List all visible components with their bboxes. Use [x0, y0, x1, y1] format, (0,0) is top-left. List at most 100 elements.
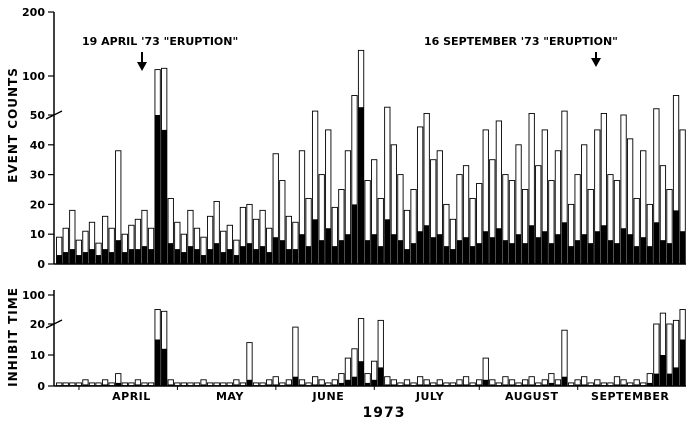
inhibit-time-black-bar: [522, 384, 528, 386]
event-counts-black-bar: [135, 249, 141, 264]
inhibit-time-black-bar: [647, 382, 653, 386]
event-counts-ticks: 0 10 20 30 40 50 100 200: [22, 6, 63, 271]
event-counts-black-bar: [378, 246, 384, 264]
event-counts-black-bar: [666, 243, 673, 264]
inhibit-time-black-bar: [227, 385, 233, 386]
event-counts-black-bar: [581, 234, 587, 264]
event-counts-black-bar: [194, 249, 200, 264]
inhibit-time-axis-break: [45, 319, 63, 329]
event-counts-black-bar: [168, 243, 174, 264]
september-eruption-annotation: 16 SEPTEMBER '73 "ERUPTION": [424, 35, 618, 67]
event-counts-black-bar: [207, 249, 213, 264]
inhibit-time-black-bar: [95, 385, 102, 386]
event-counts-black-bar: [76, 255, 82, 264]
event-counts-black-bar: [620, 228, 627, 264]
inhibit-time-black-bar: [555, 384, 561, 386]
inhibit-time-black-bar: [391, 384, 397, 386]
inhibit-time-black-bar: [666, 373, 673, 386]
event-counts-black-bar: [391, 234, 397, 264]
event-counts-black-bar: [679, 231, 686, 264]
event-counts-black-bar: [476, 243, 482, 264]
event-counts-black-bar: [614, 243, 620, 264]
event-counts-black-bar: [509, 243, 515, 264]
event-counts-black-bar: [56, 255, 62, 264]
inhibit-time-black-bar: [410, 385, 417, 386]
event-counts-y-tick-label: 40: [30, 139, 46, 152]
inhibit-time-black-bar: [312, 384, 318, 386]
event-counts-y-tick-label: 200: [22, 6, 45, 19]
event-counts-black-bar: [502, 240, 509, 264]
event-counts-black-bar: [259, 246, 266, 264]
event-counts-black-bar: [332, 246, 338, 264]
event-counts-black-bar: [286, 249, 292, 264]
inhibit-time-black-bar: [397, 385, 404, 386]
event-counts-black-bar: [456, 240, 463, 264]
inhibit-time-black-bar: [89, 385, 95, 386]
inhibit-time-black-bar: [535, 385, 541, 386]
event-counts-black-bar: [463, 237, 469, 264]
event-counts-black-bar: [82, 252, 89, 264]
inhibit-time-y-tick-label: 100: [22, 289, 45, 302]
inhibit-time-black-bar: [509, 384, 515, 386]
inhibit-time-y-tick-label: 10: [30, 349, 46, 362]
inhibit-time-black-bar: [424, 384, 430, 386]
inhibit-time-black-bar: [371, 379, 377, 386]
inhibit-time-black-bar: [574, 384, 581, 386]
event-counts-black-bar: [181, 252, 187, 264]
inhibit-time-black-bar: [607, 385, 614, 386]
september-eruption-label: 16 SEPTEMBER '73 "ERUPTION": [424, 35, 618, 48]
inhibit-time-black-bar: [351, 376, 358, 386]
inhibit-time-black-bar: [181, 385, 187, 386]
event-counts-black-bar: [522, 243, 528, 264]
event-counts-black-bar: [561, 222, 568, 264]
event-counts-black-bar: [535, 237, 541, 264]
event-counts-black-bar: [312, 219, 318, 264]
event-counts-black-bar: [384, 219, 390, 264]
event-counts-black-bar: [95, 255, 102, 264]
event-counts-black-bar: [345, 234, 351, 264]
inhibit-time-black-bar: [319, 384, 325, 386]
inhibit-time-black-bar: [240, 385, 246, 386]
event-counts-black-bar: [371, 234, 377, 264]
event-counts-black-bar: [154, 115, 161, 264]
inhibit-time-black-bar: [174, 385, 180, 386]
event-counts-black-bar: [515, 234, 522, 264]
year-label: 1973: [363, 405, 406, 421]
inhibit-time-black-bar: [496, 385, 502, 386]
inhibit-time-black-bar: [200, 384, 207, 386]
inhibit-time-black-bar: [404, 384, 410, 386]
event-counts-y-tick-label: 0: [37, 258, 45, 271]
event-counts-black-bar: [266, 252, 272, 264]
event-counts-black-bar: [601, 225, 607, 264]
inhibit-time-black-bar: [246, 379, 253, 386]
inhibit-time-black-bar: [233, 384, 240, 386]
inhibit-time-black-bar: [128, 385, 135, 386]
inhibit-time-black-bar: [273, 384, 279, 386]
inhibit-time-black-bar: [483, 379, 489, 386]
event-counts-black-bar: [548, 243, 555, 264]
event-counts-black-bar: [227, 249, 233, 264]
inhibit-time-black-bar: [640, 385, 646, 386]
inhibit-time-black-bar: [456, 384, 463, 386]
event-counts-black-bar: [594, 231, 600, 264]
inhibit-time-total-bar: [246, 342, 253, 387]
event-counts-black-bar: [240, 246, 246, 264]
month-label: AUGUST: [505, 390, 559, 403]
event-counts-black-bar: [529, 225, 535, 264]
inhibit-time-black-bar: [660, 355, 666, 386]
inhibit-time-ticks: 0 10 20 100: [22, 289, 63, 393]
inhibit-time-black-bar: [417, 384, 423, 386]
inhibit-time-total-bar: [377, 319, 384, 387]
event-counts-black-bar: [568, 246, 574, 264]
inhibit-time-black-bar: [115, 382, 121, 386]
event-counts-black-bar: [424, 225, 430, 264]
event-counts-black-bar: [489, 237, 495, 264]
inhibit-time-black-bar: [154, 339, 161, 386]
inhibit-time-black-bar: [450, 385, 456, 386]
event-counts-black-bar: [200, 255, 207, 264]
inhibit-time-black-bar: [601, 385, 607, 386]
event-counts-axis-title: EVENT COUNTS: [6, 67, 20, 183]
event-counts-black-bar: [634, 246, 640, 264]
inhibit-time-black-bar: [56, 385, 62, 386]
inhibit-time-black-bar: [358, 361, 364, 386]
